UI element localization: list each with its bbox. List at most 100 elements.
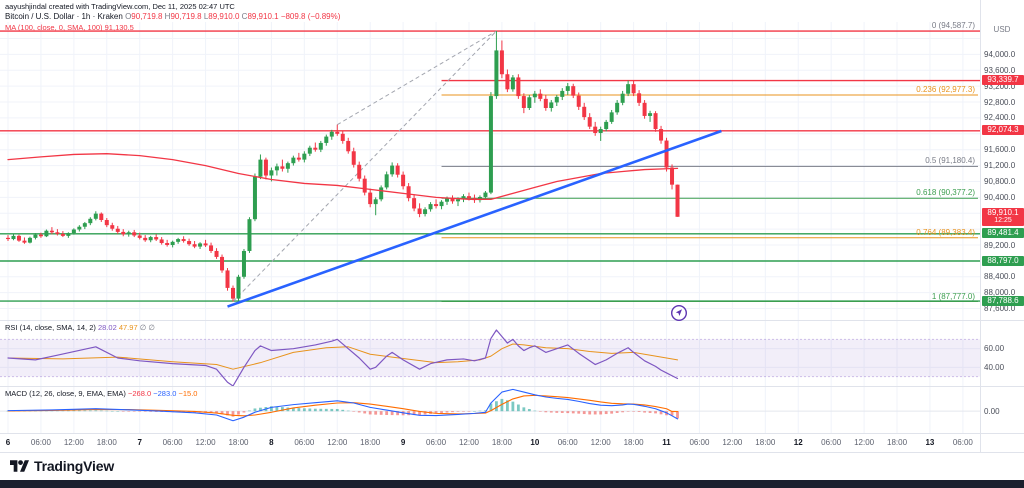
fib-level-label: 0.236 (92,977.3) (916, 84, 975, 94)
rsi-indicator-label: RSI (14, close, SMA, 14, 2) (5, 323, 96, 332)
dashed-trendline (337, 30, 497, 126)
time-axis-label: 12:00 (590, 438, 611, 447)
macd-indicator-label: MACD (12, 26, close, 9, EMA, EMA) (5, 389, 126, 398)
price-scale-label: 89,200.0 (984, 240, 1016, 250)
time-axis-label: 12:00 (63, 438, 84, 447)
fib-level-label: 0.764 (89,383.4) (916, 227, 975, 237)
time-axis-label: 18:00 (491, 438, 512, 447)
time-axis-label: 12:00 (327, 438, 348, 447)
time-axis-label: 06:00 (30, 438, 51, 447)
price-scale-border (980, 0, 981, 452)
rsi-value: 28.02 (97, 323, 117, 332)
change-value: −809.8 (−0.89%) (280, 12, 341, 21)
price-scale-label: 91,600.0 (984, 145, 1016, 155)
price-scale-label: 94,000.0 (984, 49, 1016, 59)
rsi-ma-line (7, 343, 679, 370)
ma-indicator-label: MA (100, close, 0, SMA, 100) (5, 23, 103, 32)
price-scale-label: 91,200.0 (984, 161, 1016, 171)
price-scale-badge: 89,481.4 (982, 228, 1024, 239)
rsi-scale-label: 60.00 (984, 344, 1005, 354)
price-scale-badge: 87,788.6 (982, 295, 1024, 306)
time-axis-label: 18:00 (360, 438, 381, 447)
high-value: 90,719.8 (170, 12, 202, 21)
price-scale-label: 88,000.0 (984, 288, 1016, 298)
time-axis-day-label: 13 (925, 438, 935, 447)
fib-level-label: 0 (94,587.7) (931, 21, 975, 31)
time-axis-label: 18:00 (623, 438, 644, 447)
price-scale-currency: USD (993, 25, 1011, 34)
attribution-text: aayushjindal created with TradingView.co… (5, 2, 235, 11)
price-scale-label: 88,400.0 (984, 272, 1016, 282)
time-axis-label: 06:00 (294, 438, 315, 447)
price-scale-badge: 88,797.0 (982, 255, 1024, 266)
time-axis-label: 12:00 (722, 438, 743, 447)
rsi-band (0, 339, 980, 377)
time-axis-label: 18:00 (755, 438, 776, 447)
price-scale-badge: 92,074.3 (982, 125, 1024, 136)
time-axis-label: 12:00 (195, 438, 216, 447)
time-axis-day-label: 7 (137, 438, 142, 447)
time-axis-day-label: 10 (530, 438, 540, 447)
rsi-scale-label: 40.00 (984, 362, 1005, 372)
low-label: L (203, 12, 209, 21)
time-axis-label: 06:00 (557, 438, 578, 447)
ma-indicator-value: 91,130.5 (104, 23, 134, 32)
price-scale-label: 93,200.0 (984, 81, 1016, 91)
macd-signal-line (7, 394, 679, 417)
macd-hist-value: −268.0 (127, 389, 152, 398)
low-value: 89,910.0 (208, 12, 240, 21)
price-scale-label: 90,400.0 (984, 192, 1016, 202)
open-label: O (125, 12, 132, 21)
high-label: H (164, 12, 171, 21)
rsi-hidden-values-icon: ∅ ∅ (139, 323, 155, 332)
time-axis-day-label: 8 (269, 438, 274, 447)
macd-scale-label: 0.00 (984, 406, 1000, 416)
fib-level-label: 0.5 (91,180.4) (925, 156, 975, 166)
pane-separator-price-rsi[interactable] (0, 320, 1024, 321)
time-axis-day-label: 6 (5, 438, 11, 447)
close-label: C (241, 12, 248, 21)
time-axis-label: 18:00 (228, 438, 249, 447)
rsi-line (7, 329, 679, 387)
footer-border (0, 452, 1024, 453)
support-trendline (227, 129, 722, 308)
price-scale-label: 92,400.0 (984, 113, 1016, 123)
tradingview-logo-mark (10, 460, 29, 472)
rsi-indicator-row[interactable]: RSI (14, close, SMA, 14, 2) 28.02 47.97 … (5, 323, 155, 332)
price-scale-badge: 89,910.1 12:25 (982, 207, 1024, 226)
time-axis-label: 18:00 (96, 438, 117, 447)
pane-separator-rsi-macd[interactable] (0, 386, 1024, 387)
tradingview-logo[interactable]: TradingView (10, 458, 114, 474)
price-scale-label: 90,800.0 (984, 176, 1016, 186)
time-axis-label: 06:00 (952, 438, 973, 447)
close-value: 89,910.1 (247, 12, 279, 21)
time-axis-label: 06:00 (821, 438, 842, 447)
time-axis-label: 12:00 (458, 438, 479, 447)
ma-indicator-row[interactable]: MA (100, close, 0, SMA, 100) 91,130.5 (5, 23, 134, 32)
macd-indicator-row[interactable]: MACD (12, 26, close, 9, EMA, EMA) −268.0… (5, 389, 197, 398)
time-axis-day-label: 11 (662, 438, 671, 447)
macd-line-value: −283.0 (153, 389, 177, 398)
price-scale-badge: 93,339.7 (982, 75, 1024, 86)
time-axis-label: 18:00 (887, 438, 908, 447)
symbol-title-row: Bitcoin / U.S. Dollar · 1h · Kraken O 90,… (5, 12, 340, 21)
price-scale-label: 87,600.0 (984, 304, 1016, 314)
time-axis-border (0, 433, 1024, 434)
ma-100-line (7, 153, 679, 200)
pointer-cursor-icon (670, 304, 688, 322)
symbol-title: Bitcoin / U.S. Dollar · 1h · Kraken (5, 12, 123, 21)
time-axis-day-label: 9 (400, 438, 406, 447)
rsi-ma-value: 47.97 (118, 323, 138, 332)
macd-signal-value: −15.0 (178, 389, 198, 398)
time-axis-label: 12:00 (854, 438, 875, 447)
time-axis-label: 06:00 (162, 438, 183, 447)
fib-level-label: 0.618 (90,377.2) (916, 188, 975, 198)
time-axis-label: 06:00 (689, 438, 710, 447)
bottom-bar (0, 480, 1024, 488)
bar-countdown: 12:25 (994, 216, 1012, 224)
macd-line (7, 388, 679, 422)
tradingview-logo-text: TradingView (34, 458, 115, 474)
time-axis-day-label: 12 (793, 438, 803, 447)
